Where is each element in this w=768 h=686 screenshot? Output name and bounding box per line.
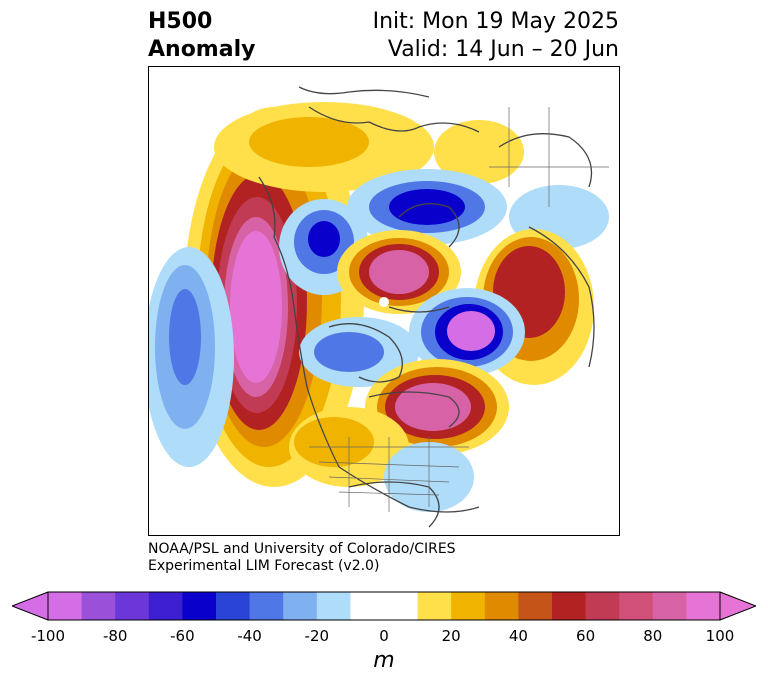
map-title: H500 Anomaly	[148, 8, 255, 64]
colorbar-tick-label: -40	[237, 627, 262, 645]
colorbar-segment	[249, 592, 284, 620]
borders	[309, 107, 609, 512]
colorbar-segment	[552, 592, 587, 620]
valid-dates: Valid: 14 Jun – 20 Jun	[387, 37, 619, 62]
title-line-1: H500	[148, 9, 213, 34]
anomaly-map-svg	[149, 86, 609, 528]
colorbar-unit: m	[373, 648, 395, 673]
coastlines	[258, 86, 595, 528]
colorbar-segment	[48, 592, 83, 620]
colorbar-tick-label: -100	[30, 627, 66, 645]
colorbar-segment	[484, 592, 519, 620]
colorbar-segment	[619, 592, 654, 620]
colorbar	[12, 591, 756, 621]
colorbar-over-outline	[719, 591, 756, 621]
credit-text: NOAA/PSL and University of Colorado/CIRE…	[148, 541, 456, 575]
colorbar-segment	[417, 592, 452, 620]
colorbar-tick-label: 0	[379, 627, 389, 645]
colorbar-segment	[585, 592, 620, 620]
anomaly-map	[148, 66, 620, 536]
colorbar-segment	[350, 592, 385, 620]
colorbar-segment	[686, 592, 721, 620]
colorbar-segments	[48, 592, 721, 620]
colorbar-under-arrow	[12, 592, 48, 620]
anomaly-positive-central	[337, 230, 461, 314]
colorbar-tick-label: 20	[441, 627, 461, 645]
colorbar-over-arrow	[720, 592, 756, 620]
colorbar-segment	[451, 592, 486, 620]
colorbar-segment	[182, 592, 217, 620]
colorbar-tick-label: 80	[643, 627, 663, 645]
init-date: Init: Mon 19 May 2025	[372, 9, 619, 34]
colorbar-tick-label: 40	[508, 627, 528, 645]
colorbar-tick-label: -60	[170, 627, 195, 645]
colorbar-segment	[283, 592, 318, 620]
anomaly-negative-arctic	[347, 169, 507, 245]
credit-line-1: NOAA/PSL and University of Colorado/CIRE…	[148, 541, 456, 557]
anomaly-negative-pacific	[149, 247, 234, 467]
colorbar-tick-label: 60	[576, 627, 596, 645]
colorbar-tick-label: 100	[705, 627, 735, 645]
colorbar-segment	[316, 592, 351, 620]
colorbar-segment	[384, 592, 419, 620]
credit-line-2: Experimental LIM Forecast (v2.0)	[148, 558, 380, 574]
colorbar-outline	[47, 591, 721, 621]
title-line-2: Anomaly	[148, 37, 256, 62]
colorbar-under-outline	[12, 591, 49, 621]
colorbar-segment	[148, 592, 183, 620]
colorbar-segment	[81, 592, 116, 620]
colorbar-tick-label: -20	[304, 627, 330, 645]
colorbar-tick-label: -80	[102, 627, 128, 645]
colorbar-segment	[652, 592, 687, 620]
anomaly-negative-west-arc	[299, 317, 419, 387]
colorbar-segment	[115, 592, 150, 620]
colorbar-segment	[518, 592, 553, 620]
forecast-dates: Init: Mon 19 May 2025 Valid: 14 Jun – 20…	[373, 8, 619, 64]
anomaly-positive-north	[214, 102, 524, 192]
colorbar-segment	[216, 592, 251, 620]
